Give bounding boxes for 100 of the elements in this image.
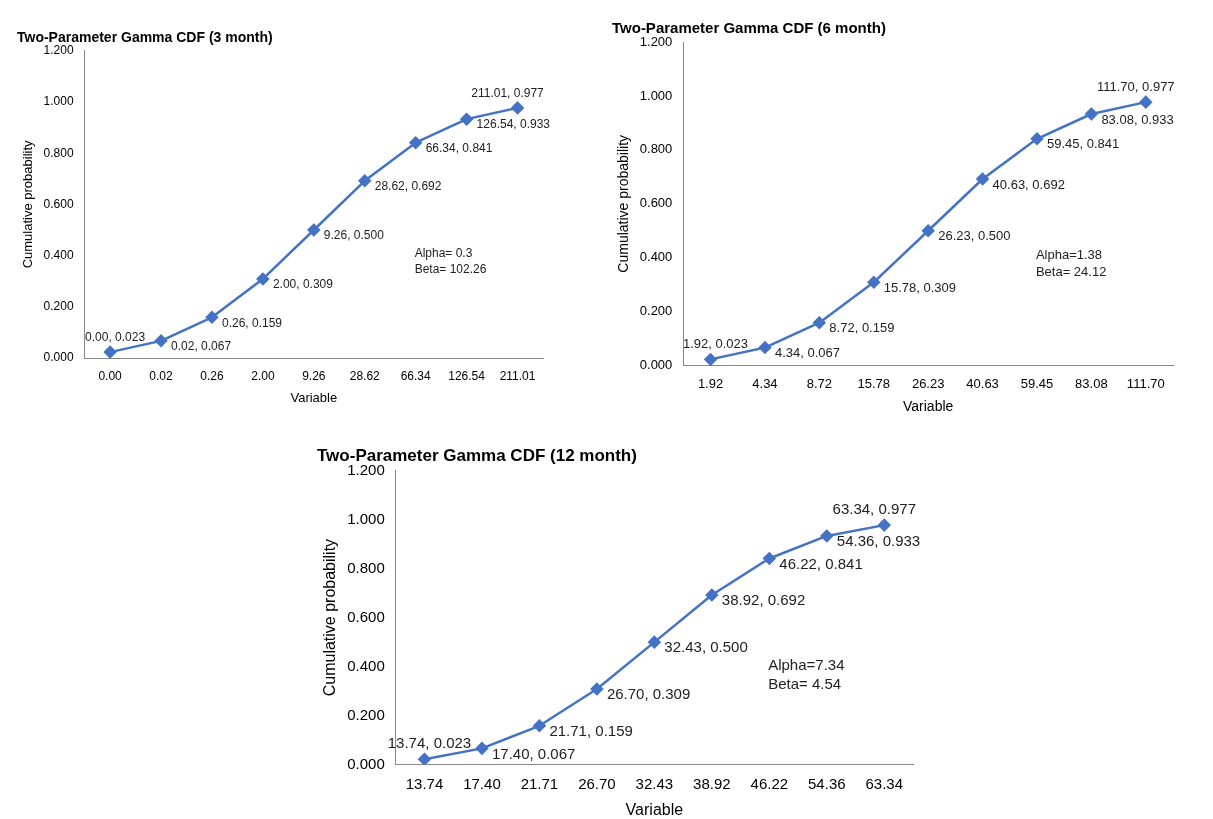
point	[763, 552, 776, 565]
data-label: 2.00, 0.309	[272, 277, 334, 292]
y-tick-label: 0.800	[347, 558, 385, 576]
point	[758, 341, 772, 354]
data-label: 66.34, 0.841	[425, 141, 493, 156]
annotation: Beta= 102.26	[414, 261, 487, 276]
y-tick-label: 0.600	[639, 195, 673, 211]
annotation: Alpha= 0.3	[414, 245, 473, 260]
data-label: 54.36, 0.933	[836, 532, 921, 550]
x-tick-label: 111.70	[1126, 375, 1165, 391]
y-tick-label: 0.600	[347, 607, 385, 625]
y-axis-title: Cumulative probability	[615, 134, 632, 273]
x-tick-label: 54.36	[808, 774, 846, 792]
point	[867, 276, 881, 289]
y-tick-label: 0.400	[639, 249, 673, 265]
y-axis-title: Cumulative probability	[20, 139, 36, 269]
x-axis-title: Variable	[290, 389, 338, 405]
data-label: 63.34, 0.977	[832, 499, 916, 517]
x-tick-label: 28.62	[349, 368, 381, 383]
data-label: 9.26, 0.500	[323, 228, 385, 243]
y-tick-label: 0.800	[43, 145, 74, 160]
annotation: Alpha=7.34	[768, 656, 845, 674]
y-tick-label: 0.000	[347, 754, 385, 772]
y-tick-label: 0.200	[639, 303, 673, 319]
point	[205, 311, 219, 324]
x-tick-label: 4.34	[752, 375, 778, 391]
data-label: 126.54, 0.933	[476, 117, 551, 132]
y-axis-title: Cumulative probability	[321, 538, 339, 697]
point	[921, 224, 935, 238]
x-tick-label: 83.08	[1075, 375, 1108, 391]
point	[409, 136, 422, 149]
y-tick-label: 0.600	[43, 196, 74, 211]
data-label: 40.63, 0.692	[992, 176, 1065, 192]
y-tick-label: 0.200	[43, 299, 74, 314]
x-tick-label: 21.71	[520, 774, 559, 792]
annotation: Beta= 24.12	[1035, 264, 1107, 280]
x-tick-label: 26.70	[578, 774, 616, 792]
point	[475, 742, 489, 755]
y-tick-label: 0.200	[347, 705, 385, 723]
y-tick-label: 1.000	[639, 87, 673, 103]
point	[590, 682, 604, 696]
data-label: 8.72, 0.159	[829, 320, 895, 336]
point	[307, 223, 321, 237]
point	[705, 588, 719, 602]
x-tick-label: 38.92	[693, 774, 731, 792]
point	[256, 272, 270, 286]
data-label: 0.00, 0.023	[85, 330, 146, 345]
data-label: 0.26, 0.159	[221, 315, 283, 330]
point	[358, 174, 371, 188]
y-tick-label: 0.400	[43, 247, 74, 262]
point	[704, 353, 717, 366]
x-tick-label: 2.00	[251, 368, 275, 383]
point	[418, 752, 431, 765]
data-label: 46.22, 0.841	[779, 554, 863, 572]
point	[648, 635, 661, 649]
point	[533, 719, 546, 733]
y-tick-label: 0.800	[639, 141, 673, 157]
data-label: 28.62, 0.692	[374, 179, 442, 194]
data-label: 111.70, 0.977	[1097, 79, 1175, 95]
x-tick-label: 40.63	[966, 375, 999, 391]
point	[103, 345, 117, 358]
x-tick-label: 211.01	[499, 368, 536, 383]
data-label: 83.08, 0.933	[1101, 111, 1174, 127]
x-tick-label: 126.54	[448, 368, 486, 383]
point	[820, 529, 834, 543]
point	[511, 101, 524, 115]
data-label: 4.34, 0.067	[774, 345, 841, 361]
data-label: 211.01, 0.977	[471, 86, 545, 101]
x-tick-label: 59.45	[1020, 375, 1054, 391]
y-tick-label: 0.400	[347, 656, 385, 674]
data-label: 32.43, 0.500	[664, 638, 748, 656]
point	[1085, 107, 1098, 121]
y-tick-label: 1.200	[43, 43, 74, 58]
point	[1139, 95, 1153, 109]
x-axis-title: Variable	[625, 800, 684, 818]
data-label: 38.92, 0.692	[721, 591, 806, 609]
x-tick-label: 63.34	[865, 774, 904, 792]
x-tick-label: 26.23	[911, 375, 945, 391]
y-tick-label: 1.000	[43, 94, 74, 109]
x-tick-label: 66.34	[400, 368, 432, 383]
data-label: 26.70, 0.309	[606, 685, 691, 703]
x-tick-label: 15.78	[857, 375, 891, 391]
x-tick-label: 17.40	[463, 774, 501, 792]
data-label: 15.78, 0.309	[883, 279, 957, 295]
data-label: 13.74, 0.023	[387, 733, 472, 751]
data-label: 26.23, 0.500	[938, 228, 1011, 244]
x-tick-label: 32.43	[635, 774, 674, 792]
x-tick-label: 8.72	[806, 375, 833, 391]
chart-title: Two-Parameter Gamma CDF (3 month)	[17, 29, 273, 46]
x-tick-label: 0.00	[98, 368, 123, 383]
annotation: Alpha=1.38	[1035, 247, 1103, 263]
x-tick-label: 13.74	[405, 774, 444, 792]
y-tick-label: 1.000	[347, 509, 385, 527]
y-tick-label: 0.000	[43, 350, 74, 365]
point	[1030, 132, 1044, 146]
y-tick-label: 0.000	[639, 357, 673, 373]
data-label: 17.40, 0.067	[491, 744, 576, 762]
point	[976, 172, 989, 186]
x-tick-label: 0.26	[200, 368, 224, 383]
x-tick-label: 46.22	[750, 774, 789, 792]
